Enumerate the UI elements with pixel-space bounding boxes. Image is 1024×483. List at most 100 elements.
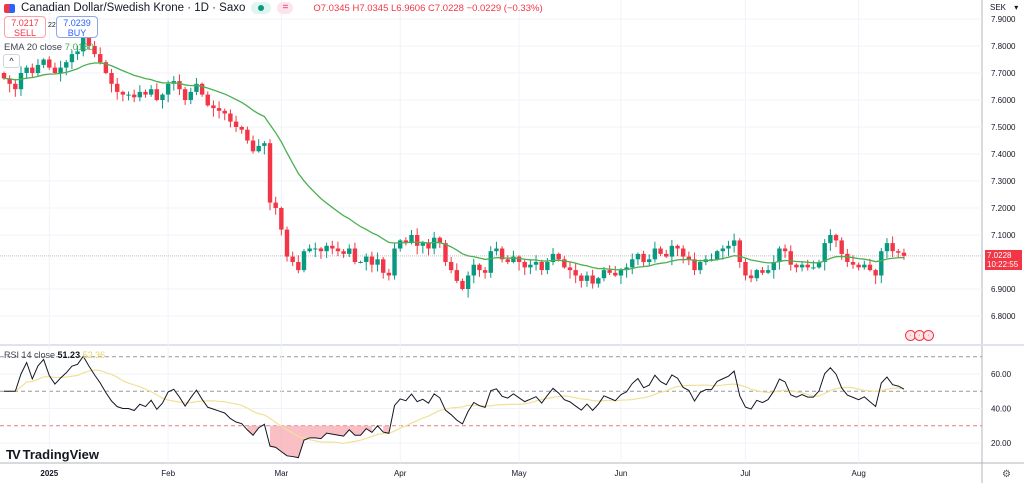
candle-body — [737, 240, 742, 262]
candle-body — [743, 262, 748, 276]
candle-body — [748, 275, 754, 279]
candle-body — [392, 248, 397, 276]
candle-body — [816, 262, 822, 268]
candle-body — [109, 73, 114, 84]
candle-body — [754, 270, 759, 279]
candle-body — [692, 259, 697, 271]
candle-body — [137, 91, 143, 98]
event-marker-icon[interactable]: · — [923, 330, 934, 341]
candle-body — [533, 262, 539, 265]
candle-body — [624, 267, 629, 271]
price-tick-label: 7.7000 — [991, 69, 1016, 78]
candle-body — [369, 256, 375, 265]
buy-button[interactable]: 7.0239 BUY — [56, 16, 98, 38]
candle-body — [443, 243, 448, 262]
candle-body — [901, 252, 907, 256]
rsi-oversold-fill — [247, 425, 259, 436]
candle-body — [890, 243, 895, 252]
candle-body — [273, 202, 278, 208]
candle-body — [856, 264, 861, 268]
collapse-legend-button[interactable]: ^ — [3, 54, 20, 68]
candle-body — [279, 208, 284, 230]
currency-selector[interactable]: SEK — [990, 3, 1018, 12]
time-tick-label: Mar — [274, 469, 288, 478]
candle-body — [550, 253, 556, 262]
candle-body — [505, 259, 510, 262]
candle-body — [482, 270, 488, 273]
candle-body — [341, 251, 346, 254]
candle-body — [822, 243, 827, 262]
price-tick-label: 7.1000 — [991, 231, 1016, 240]
candle-body — [216, 108, 222, 111]
sell-button[interactable]: 7.0217 SELL — [4, 16, 46, 38]
candle-body — [364, 256, 369, 262]
ema-line — [3, 62, 904, 271]
candle-body — [98, 54, 103, 63]
time-tick-label: May — [511, 469, 526, 478]
candle-body — [92, 46, 97, 55]
candle-body — [528, 264, 533, 268]
candle-body — [199, 83, 205, 95]
candle-body — [494, 248, 499, 252]
candle-body — [182, 89, 188, 100]
candle-body — [760, 270, 765, 273]
candle-body — [516, 256, 522, 262]
ema-legend[interactable]: EMA 20 close 7.0160 — [4, 42, 94, 53]
candle-body — [165, 83, 171, 95]
candle-body — [1, 73, 7, 79]
candle-body — [596, 278, 601, 284]
candle-body — [613, 272, 618, 276]
candle-body — [556, 253, 561, 260]
rsi-value: 51.23 — [57, 350, 81, 360]
candle-body — [267, 143, 273, 203]
candle-body — [845, 253, 850, 262]
candle-body — [115, 83, 120, 92]
candle-body — [686, 256, 692, 260]
candle-body — [833, 235, 839, 241]
candle-body — [205, 94, 210, 106]
candle-body — [635, 253, 641, 260]
candle-body — [799, 264, 805, 268]
candle-body — [313, 248, 318, 250]
candle-body — [75, 51, 80, 55]
equals-icon[interactable]: = — [277, 2, 294, 14]
candle-body — [573, 270, 578, 276]
candle-body — [160, 94, 165, 100]
candle-body — [720, 248, 726, 252]
rsi-legend[interactable]: RSI 14 close 51.23 52.36 — [4, 350, 105, 360]
price-tick-label: 7.4000 — [991, 150, 1016, 159]
candle-body — [828, 235, 833, 244]
price-tick-label: 7.6000 — [991, 96, 1016, 105]
candle-body — [477, 264, 482, 271]
candle-body — [13, 83, 18, 90]
candle-body — [250, 140, 256, 152]
rsi-ma-value: 52.36 — [82, 350, 106, 360]
tradingview-logo[interactable]: TV TradingView — [6, 447, 99, 462]
candle-body — [499, 248, 505, 260]
symbol-title[interactable]: Canadian Dollar/Swedish Krone · 1D · Sax… — [21, 2, 246, 14]
candle-body — [839, 240, 844, 254]
settings-gear-icon[interactable]: ⚙ — [1002, 469, 1011, 480]
candle-body — [511, 256, 516, 262]
bar-countdown: 10:22:55 — [987, 260, 1019, 269]
candle-body — [794, 264, 799, 268]
price-tick-label: 7.5000 — [991, 123, 1016, 132]
candle-body — [579, 275, 584, 281]
price-tick-label: 7.3000 — [991, 177, 1016, 186]
buy-price: 7.0239 — [63, 18, 91, 28]
candle-body — [131, 94, 137, 98]
candle-body — [256, 145, 261, 152]
market-status-icon[interactable] — [251, 2, 272, 14]
candle-body — [669, 245, 675, 257]
price-tick-label: 7.2000 — [991, 204, 1016, 213]
candle-body — [879, 251, 884, 276]
candle-body — [148, 89, 154, 95]
candle-body — [465, 275, 471, 289]
time-tick-label: Aug — [852, 469, 866, 478]
candle-body — [545, 262, 550, 271]
candle-body — [301, 251, 307, 271]
candle-body — [409, 235, 414, 244]
candle-body — [567, 267, 573, 271]
candle-body — [358, 262, 363, 263]
